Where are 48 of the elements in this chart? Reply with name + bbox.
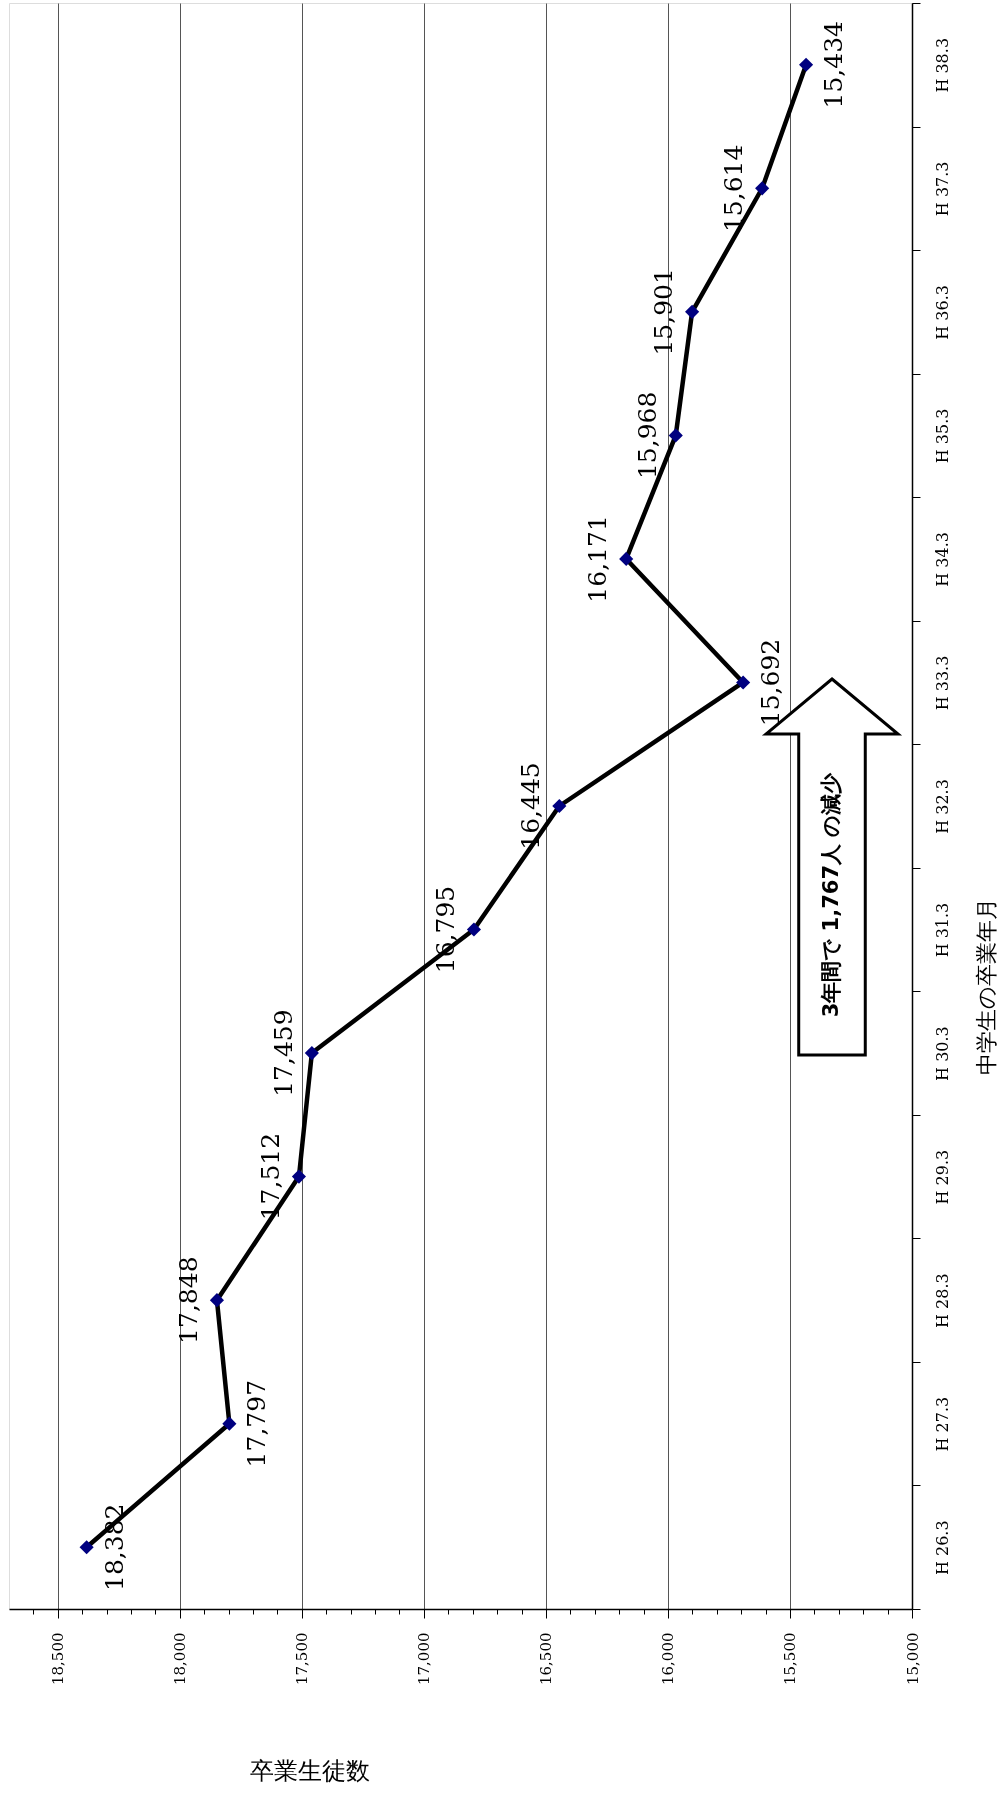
annotation: 3年間で 1,767人 の減少 [819,771,843,1018]
x-tick-label: 17,000 [415,1632,434,1685]
x-tick-label: 15,500 [781,1632,800,1685]
data-label: 16,445 [516,762,546,850]
point [291,1169,307,1184]
x-tick-label: 16,000 [659,1632,678,1685]
data-label: 15,901 [649,268,679,356]
y-tick-label: H 33.3 [932,655,952,711]
point [668,428,683,443]
y-tick-label: H 36.3 [932,285,952,340]
y-tick-label: H 30.3 [932,1026,952,1081]
point [304,1046,319,1061]
point [685,304,700,319]
y-tick-label: H 28.3 [932,1273,952,1328]
point [209,1293,225,1308]
data-label: 15,692 [756,638,786,727]
y-tick-label: H 34.3 [932,532,952,587]
point [755,181,770,196]
data-label: 15,434 [819,21,849,109]
x-tick-label: 18,000 [171,1632,190,1685]
y-tick-label: H 26.3 [932,1520,952,1576]
y-axis-title: 中学生の卒業年月 [973,898,999,1075]
x-tick-label: 15,000 [903,1632,922,1685]
data-label: 17,848 [173,1256,203,1344]
y-tick-label: H 29.3 [932,1149,952,1205]
point [619,551,634,566]
data-label: 15,614 [719,144,749,233]
point [552,798,567,814]
data-label: 17,797 [242,1379,272,1468]
point [466,922,481,937]
y-tick-label: H 35.3 [932,408,952,464]
x-axis-title: 卒業生徒数 [249,1756,370,1785]
point [736,675,751,690]
data-label: 15,968 [632,391,662,480]
x-tick-label: 16,500 [537,1632,556,1685]
point [79,1540,94,1555]
data-label: 17,459 [268,1009,298,1097]
point [799,57,814,72]
y-tick-label: H 37.3 [932,161,952,217]
y-tick-label: H 32.3 [932,779,952,834]
data-label: 16,171 [583,515,613,603]
y-tick-label: H 27.3 [932,1396,952,1452]
x-tick-label: 18,500 [49,1632,68,1685]
y-tick-label: H 38.3 [932,37,952,93]
x-tick-label: 17,500 [293,1632,312,1685]
point [222,1416,237,1431]
data-label: 17,512 [255,1132,285,1221]
y-tick-label: H 31.3 [932,902,952,958]
